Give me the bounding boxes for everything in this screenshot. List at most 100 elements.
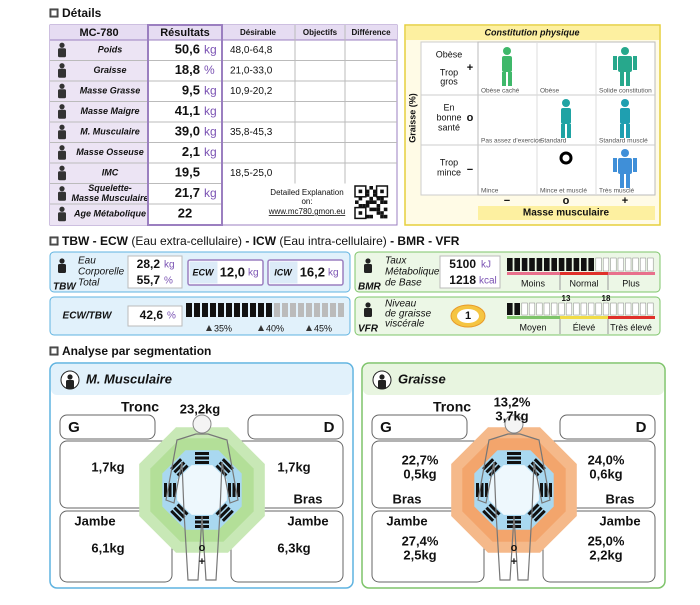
qr-cell (365, 214, 370, 219)
icon (58, 48, 66, 58)
explanation: on: (301, 197, 312, 206)
meter-segment (250, 303, 256, 317)
meter-segment (602, 257, 610, 272)
icon (59, 124, 65, 130)
result-value: 21,7 (175, 185, 200, 200)
qr-finder (380, 189, 384, 194)
segment-value: 2,5kg (403, 547, 436, 562)
meter-segment (338, 303, 344, 317)
qr-cell (373, 207, 377, 212)
scale-label: 35% (214, 323, 232, 333)
row-label: Masse Grasse (80, 86, 141, 96)
cell-caption: Standard (540, 138, 567, 145)
section-title: TBW - ECW (Eau extra-cellulaire) - ICW (… (62, 234, 460, 248)
meter-segment (573, 258, 580, 271)
qr-cell (376, 196, 381, 201)
scale-label: Plus (622, 278, 640, 288)
figure (626, 174, 630, 188)
segment-bar (237, 483, 240, 497)
scale-symbol: o (199, 542, 206, 554)
icon (59, 42, 65, 48)
meter-segment (234, 303, 240, 317)
row-label: M. Musculaire (80, 127, 140, 137)
icon (378, 380, 386, 389)
meter-segment (565, 302, 573, 316)
figure (613, 158, 617, 172)
meter-segment (330, 303, 336, 317)
meter-segment (588, 258, 594, 271)
body-outline (192, 414, 212, 434)
figure (567, 124, 571, 138)
figure (620, 72, 624, 86)
icon (59, 83, 65, 89)
section-title: Analyse par segmentation (62, 344, 211, 358)
scale-symbol: + (199, 556, 205, 568)
result-value: 41,1 (175, 103, 200, 118)
section-title: Détails (62, 6, 102, 20)
icon (59, 63, 65, 69)
meter-segment (595, 302, 602, 316)
trunk-label: Tronc (121, 399, 159, 415)
icon (58, 212, 66, 222)
row-label: Masse Osseuse (76, 147, 144, 157)
meter-segment (282, 303, 288, 317)
segment-bar (195, 525, 209, 528)
row-label: mince (437, 167, 461, 177)
leg-label: Jambe (74, 513, 115, 528)
icw-value: 16,2 (300, 264, 325, 279)
segment-bar (176, 503, 189, 516)
meter-segment (529, 258, 535, 271)
band (608, 272, 655, 275)
segment-bar (533, 458, 546, 471)
scale-label: Normal (569, 278, 598, 288)
body-outline (504, 414, 524, 434)
tbw-label: Total (78, 278, 100, 289)
desirable-range: 48,0-64,8 (230, 45, 273, 56)
row-label: santé (438, 122, 460, 132)
bmr-label: de Base (385, 278, 422, 289)
qr-cell (380, 196, 384, 201)
bmr-kj: 5100 (449, 257, 476, 271)
result-unit: kg (204, 124, 217, 138)
meter-segment (551, 258, 557, 271)
segment-bar (488, 503, 501, 516)
meter-segment (314, 303, 320, 317)
meter-segment (647, 302, 654, 316)
segment-value: 2,2kg (589, 547, 622, 562)
arm-label: Bras (294, 491, 323, 506)
cell-caption: Solide constitution (599, 88, 652, 95)
meter-segment (602, 302, 610, 316)
cell-caption: Standard musclé (599, 138, 648, 145)
scale-symbol: o (511, 542, 518, 554)
icon (58, 264, 66, 273)
title-part: TBW - ECW (62, 234, 129, 248)
value-box (127, 305, 183, 327)
figure (502, 72, 506, 86)
meter-segment (639, 302, 647, 316)
segment-bar (221, 458, 234, 471)
tbw-kg: 28,2 (137, 257, 161, 271)
cell-caption: Très musclé (599, 188, 635, 195)
segment-bar (530, 506, 543, 519)
figure (503, 47, 511, 55)
card (371, 414, 468, 440)
meter-segment (551, 302, 558, 316)
x-symbol: + (622, 195, 628, 207)
result-unit: kg (204, 83, 217, 97)
segment-bar (232, 483, 236, 497)
segment-value: 22,7% (402, 452, 439, 467)
result-value: 18,8 (175, 62, 200, 77)
position-marker (559, 151, 573, 165)
row-label: Trop (440, 67, 458, 77)
icon (58, 191, 66, 201)
results-frame (147, 24, 223, 226)
meter-segment (595, 257, 602, 272)
band (560, 316, 608, 319)
segment-bar (195, 456, 209, 460)
card (559, 414, 656, 440)
meter-segment (647, 257, 654, 272)
meter-segment (566, 258, 572, 271)
arm-label: Bras (606, 491, 635, 506)
icon (365, 258, 371, 264)
